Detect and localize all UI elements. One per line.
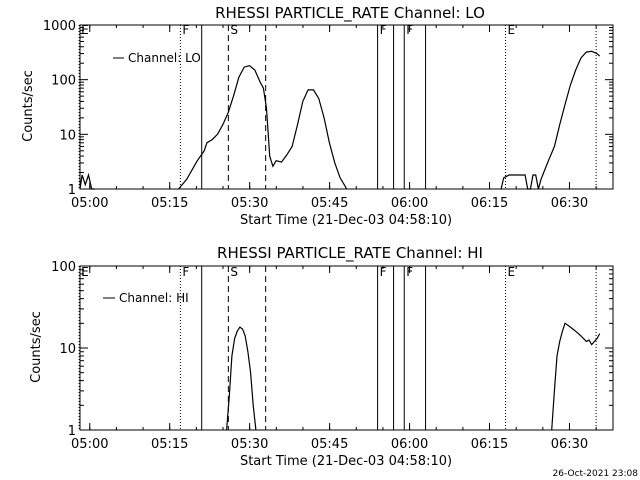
x-tick-label: 05:00: [71, 437, 108, 452]
event-marker-label: F: [380, 23, 387, 37]
x-tick-label: 05:15: [151, 437, 188, 452]
x-tick-label: 06:00: [391, 196, 428, 211]
event-marker-label: F: [406, 23, 413, 37]
x-tick-label: 05:45: [311, 196, 348, 211]
legend: Channel: HI: [103, 291, 189, 305]
x-tick-label: 06:30: [551, 196, 588, 211]
series-line: [226, 326, 257, 431]
x-tick-label: 06:30: [551, 437, 588, 452]
y-tick-label: 1: [68, 424, 76, 439]
event-marker-label: F: [182, 265, 189, 279]
y-tick-label: 1: [68, 183, 76, 198]
event-marker-label: E: [508, 23, 516, 37]
x-tick-label: 05:15: [151, 196, 188, 211]
event-marker-label: S: [230, 265, 238, 279]
x-tick-label: 06:15: [471, 196, 508, 211]
date-stamp: 26-Oct-2021 23:08: [553, 469, 639, 479]
legend-entry: Channel: HI: [119, 291, 189, 305]
series-line: [178, 65, 348, 190]
x-tick-label: 06:15: [471, 437, 508, 452]
axis-ticks: 05:00 05:15 05:30 05:45 06:00 06:15 06:30 1 10 10…: [51, 260, 613, 452]
x-tick-label: 05:00: [71, 196, 108, 211]
y-tick-label: 10: [59, 128, 76, 143]
event-marker-label: E: [508, 265, 516, 279]
plot-frame: [79, 24, 614, 190]
x-tick-label: 06:00: [391, 437, 428, 452]
y-tick-label: 100: [51, 260, 76, 275]
series-line: [79, 172, 95, 190]
chart-title: RHESSI PARTICLE_RATE Channel: LO: [215, 4, 485, 23]
x-tick-label: 05:30: [231, 196, 268, 211]
legend-entry: Channel: LO: [128, 51, 201, 65]
chart-title: RHESSI PARTICLE_RATE Channel: HI: [217, 244, 483, 263]
legend: Channel: LO: [113, 51, 201, 65]
series-line: [551, 322, 601, 431]
event-marker-label: S: [230, 23, 238, 37]
event-marker-label: F: [406, 265, 413, 279]
x-axis-label: Start Time (21-Dec-03 04:58:10): [240, 454, 452, 469]
x-tick-label: 05:30: [231, 437, 268, 452]
chart-panel-hi: RHESSI PARTICLE_RATE Channel: HI Counts/…: [29, 244, 614, 469]
event-marker-label: F: [182, 23, 189, 37]
event-marker-label: E: [81, 23, 89, 37]
data-lines: [79, 50, 601, 190]
event-marker-label: F: [380, 265, 387, 279]
y-axis-label: Counts/sec: [29, 311, 44, 383]
axis-ticks: 05:00 05:15 05:30 05:45 06:00 06:15 06:30 1 10 10…: [43, 19, 613, 211]
series-line: [500, 50, 601, 190]
event-marker-label: E: [81, 265, 89, 279]
chart-panel-lo: RHESSI PARTICLE_RATE Channel: LO Counts/…: [21, 4, 614, 228]
x-axis-label: Start Time (21-Dec-03 04:58:10): [240, 213, 452, 228]
y-axis-label: Counts/sec: [21, 70, 36, 142]
x-tick-label: 05:45: [311, 437, 348, 452]
data-lines: [226, 322, 601, 431]
y-tick-label: 1000: [43, 19, 76, 34]
y-tick-label: 10: [59, 342, 76, 357]
y-tick-label: 100: [51, 74, 76, 89]
